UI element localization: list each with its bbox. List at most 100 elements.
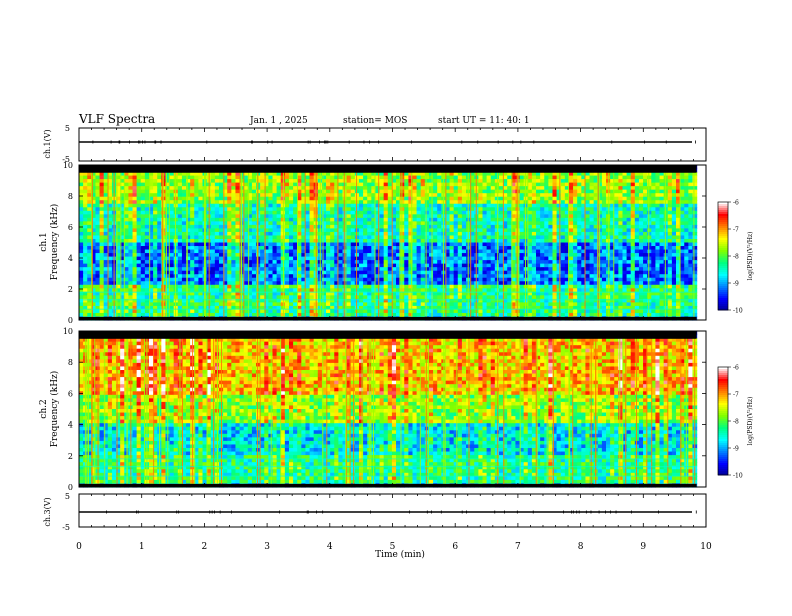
spectrogram-cell (235, 186, 240, 190)
spectrogram-cell (351, 207, 356, 211)
spectrogram-cell (421, 267, 426, 271)
spectrogram-cell (100, 313, 105, 317)
spectrogram-cell (355, 225, 360, 229)
spectrogram-cell (384, 211, 389, 215)
spectrogram-cell (83, 211, 88, 215)
spectrogram-cell (458, 274, 463, 278)
spectrogram-cell (404, 271, 409, 275)
spectrogram-cell (421, 228, 426, 232)
spectrogram-cell (198, 176, 203, 180)
waveform-ch1-ylabel: ch.1(V) (43, 129, 52, 158)
spectrogram-cell (421, 281, 426, 285)
spectrogram-cell (133, 299, 138, 303)
spectrogram-cell (95, 278, 100, 282)
spectrogram-cell (128, 179, 133, 183)
spectrogram-cell (330, 299, 335, 303)
spectrogram-cell (244, 260, 249, 264)
spectrogram-cell (310, 221, 315, 225)
spectrogram-cell (487, 264, 492, 268)
spectrogram-cell (413, 211, 418, 215)
spectrogram-cell (380, 204, 385, 208)
spectrogram-cell (157, 299, 162, 303)
spectrogram-cell (128, 264, 133, 268)
spectrogram-cell (170, 253, 175, 257)
spectrogram-cell (310, 260, 315, 264)
spectrogram-cell (145, 211, 150, 215)
spectrogram-cell (244, 235, 249, 239)
spectrogram-cell (338, 232, 343, 236)
spectrogram-cell (141, 285, 146, 289)
spectrogram-cell (182, 274, 187, 278)
spectrogram-cell (421, 309, 426, 313)
spectrogram-cell (417, 200, 422, 204)
spectrogram-cell (363, 243, 368, 247)
spectrogram-cell (330, 214, 335, 218)
spectrogram-cell (137, 299, 142, 303)
spectrogram-cell (343, 271, 348, 275)
spectrogram-cell (277, 235, 282, 239)
spectrogram-cell (83, 253, 88, 257)
spectrogram-cell (363, 228, 368, 232)
spectrogram-cell (380, 267, 385, 271)
spectrogram-cell (133, 253, 138, 257)
spectrogram-cell (429, 204, 434, 208)
spectrogram-cell (437, 204, 442, 208)
spectrogram-cell (277, 218, 282, 222)
spectrogram-cell (400, 211, 405, 215)
spectrogram-cell (182, 207, 187, 211)
spectrogram-cell (359, 243, 364, 247)
spectrogram-cell (347, 193, 352, 197)
spectrogram-cell (285, 295, 290, 299)
spectrogram-cell (227, 193, 232, 197)
spectrogram-cell (450, 302, 455, 306)
spectrogram-cell (277, 200, 282, 204)
spectrogram-cell (268, 302, 273, 306)
spectrogram-cell (450, 207, 455, 211)
spectrogram-cell (400, 190, 405, 194)
spectrogram-cell (330, 235, 335, 239)
spectrogram-cell (367, 250, 372, 254)
spectrogram-cell (408, 221, 413, 225)
spectrogram-cell (425, 299, 430, 303)
spectrogram-cell (231, 179, 236, 183)
spectrogram-cell (462, 313, 467, 317)
spectrogram-cell (128, 204, 133, 208)
spectrogram-cell (400, 225, 405, 229)
spectrogram-cell (141, 246, 146, 250)
spectrogram-cell (252, 197, 257, 201)
spectrogram-cell (478, 313, 483, 317)
spectrogram-cell (359, 278, 364, 282)
spectrogram-cell (194, 204, 199, 208)
spectrogram-cell (124, 183, 129, 187)
spectrogram-cell (141, 295, 146, 299)
spectrogram-cell (520, 253, 525, 257)
spectrogram-cell (219, 214, 224, 218)
spectrogram-cell (215, 243, 220, 247)
spectrogram-cell (507, 267, 512, 271)
spectrogram-cell (277, 186, 282, 190)
spectrogram-cell (235, 200, 240, 204)
spectrogram-cell (170, 295, 175, 299)
spectrogram-cell (491, 183, 496, 187)
spectrogram-cell (194, 228, 199, 232)
spectrogram-cell (174, 179, 179, 183)
spectrogram-cell (454, 257, 459, 261)
spectrogram-cell (384, 285, 389, 289)
spectrogram-cell (141, 232, 146, 236)
spectrogram-cell (194, 250, 199, 254)
spectrogram-cell (462, 295, 467, 299)
spectrogram-cell (355, 250, 360, 254)
spectrogram-cell (215, 260, 220, 264)
spectrogram-cell (363, 313, 368, 317)
spectrogram-cell (417, 299, 422, 303)
spectrogram-cell (137, 207, 142, 211)
spectrogram-cell (338, 228, 343, 232)
spectrogram-cell (363, 278, 368, 282)
spectrogram-cell (359, 302, 364, 306)
spectrogram-cell (157, 309, 162, 313)
spectrogram-cell (252, 257, 257, 261)
spectrogram-cell (528, 186, 533, 190)
spectrogram-cell (437, 299, 442, 303)
spectrogram-cell (450, 271, 455, 275)
spectrogram-cell (128, 299, 133, 303)
